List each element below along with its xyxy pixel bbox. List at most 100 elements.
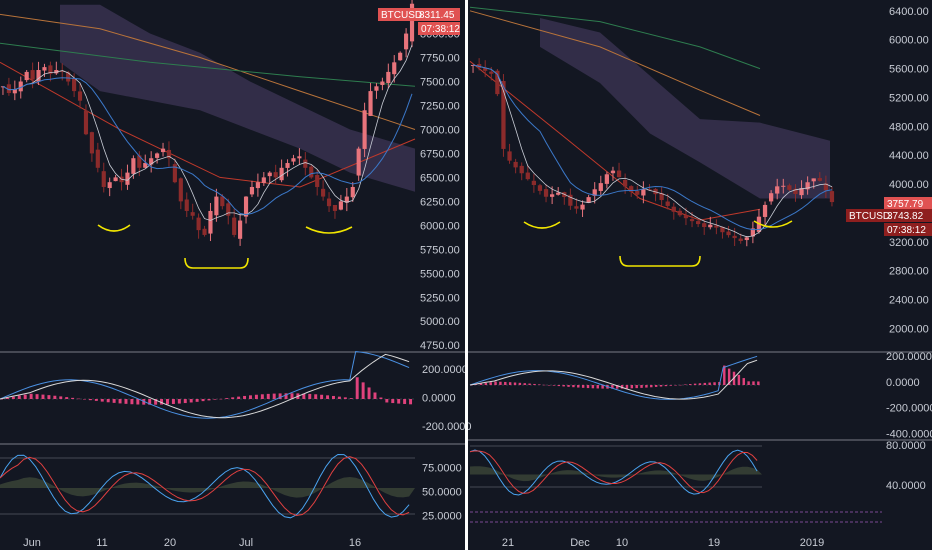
macd-histogram-bar (552, 385, 556, 386)
left-symbol-tag: BTCUSD 8311.45 (378, 8, 460, 21)
candle-body (155, 153, 160, 158)
macd-histogram-bar (148, 399, 152, 405)
price-tick: 2400.00 (889, 294, 929, 306)
signal-line (0, 353, 410, 419)
candle-body (89, 132, 94, 154)
support-arc (523, 221, 561, 229)
candle-body (489, 71, 494, 74)
macd-histogram-bar (533, 383, 536, 385)
candle-body (568, 194, 573, 206)
macd-histogram-bar (243, 395, 247, 399)
price-tick: 6500.00 (420, 172, 460, 184)
price-tick: 2800.00 (889, 266, 929, 278)
candle-body (580, 204, 585, 210)
right-time-axis[interactable]: 21 Dec 10 19 2019 (502, 537, 824, 549)
macd-histogram-bar (83, 399, 86, 400)
candle-body (338, 201, 343, 210)
price-tick: 3200.00 (889, 237, 929, 249)
macd-histogram-bar (523, 383, 526, 385)
right-macd-pane[interactable] (469, 355, 762, 400)
support-arc (753, 220, 793, 228)
macd-histogram-bar (752, 381, 755, 385)
candle-body (598, 183, 603, 191)
candle-body (184, 199, 189, 211)
candle-body (586, 197, 591, 203)
macd-histogram-bar (403, 399, 407, 404)
candle-body (714, 225, 719, 228)
candle-body (83, 110, 89, 135)
candle-body (762, 204, 768, 217)
time-tick: 11 (96, 537, 107, 549)
macd-histogram-bar (207, 399, 211, 401)
macd-histogram-bar (17, 395, 21, 399)
candle-body (149, 158, 154, 165)
price-tick: 6250.00 (420, 196, 460, 208)
time-tick: Jun (23, 537, 41, 549)
macd-histogram-bar (684, 384, 687, 385)
macd-histogram-bar (577, 385, 580, 388)
macd-histogram-bar (361, 382, 365, 399)
candle-body (409, 3, 415, 42)
macd-histogram-bar (698, 383, 702, 385)
candle-body (720, 226, 725, 233)
time-tick: 2019 (800, 537, 824, 549)
candle-body (793, 188, 798, 194)
candle-body (226, 203, 231, 216)
stoch-tick: 75.0000 (422, 462, 462, 474)
macd-histogram-bar (474, 384, 478, 385)
candle-body (202, 228, 207, 235)
time-tick: 10 (616, 537, 628, 549)
macd-histogram-bar (586, 385, 590, 389)
price-tick: 4000.00 (889, 179, 929, 191)
macd-histogram-bar (373, 392, 377, 399)
left-macd-pane[interactable] (0, 350, 415, 419)
macd-histogram-bar (640, 385, 643, 388)
macd-histogram-bar (625, 385, 629, 389)
candle-body (315, 174, 320, 187)
macd-histogram-bar (713, 382, 716, 385)
macd-histogram-bar (737, 374, 741, 385)
macd-histogram-bar (171, 399, 175, 404)
candle-body (321, 188, 326, 197)
left-countdown-label: 07:38:12 (421, 24, 460, 35)
macd-histogram-bar (343, 397, 347, 399)
right-price-pane[interactable] (469, 6, 835, 267)
candle-body (519, 165, 524, 174)
macd-histogram-bar (308, 393, 312, 399)
stoch-tick: 50.0000 (422, 486, 462, 498)
candle-body (267, 172, 272, 177)
candle-body (726, 231, 731, 236)
left-price-pane[interactable] (0, 0, 416, 269)
candle-body (326, 198, 332, 207)
stoch-tick: 25.0000 (422, 511, 462, 523)
macd-histogram-bar (189, 399, 193, 403)
kijun-line (472, 64, 833, 231)
candle-body (610, 170, 616, 174)
left-chart: 8000.007750.007500.007250.007000.006750.… (0, 0, 472, 549)
left-time-axis[interactable]: Jun 11 20 Jul 16 (23, 537, 361, 549)
macd-histogram-bar (260, 394, 264, 399)
candle-body (781, 185, 786, 187)
stoch-area (470, 466, 762, 482)
price-tick: 5250.00 (420, 292, 460, 304)
right-countdown-label: 07:38:12 (887, 225, 926, 236)
candle-body (291, 158, 296, 162)
macd-histogram-bar (41, 394, 45, 399)
candle-body (6, 84, 11, 94)
price-tick: 5500.00 (420, 268, 460, 280)
ma-orange-line (0, 13, 416, 130)
candle-body (303, 159, 308, 168)
candle-body (36, 70, 41, 82)
macd-histogram-bar (284, 393, 288, 399)
left-stoch-pane[interactable] (0, 453, 415, 519)
candle-body (483, 68, 488, 71)
macd-histogram-bar (225, 398, 229, 399)
time-tick: Dec (570, 537, 590, 549)
candle-body (386, 71, 391, 83)
right-stoch-pane[interactable] (469, 445, 882, 523)
candle-body (101, 171, 106, 187)
macd-histogram-bar (620, 385, 624, 389)
macd-histogram-bar (479, 383, 483, 385)
candle-body (695, 221, 701, 225)
candle-body (255, 182, 260, 189)
